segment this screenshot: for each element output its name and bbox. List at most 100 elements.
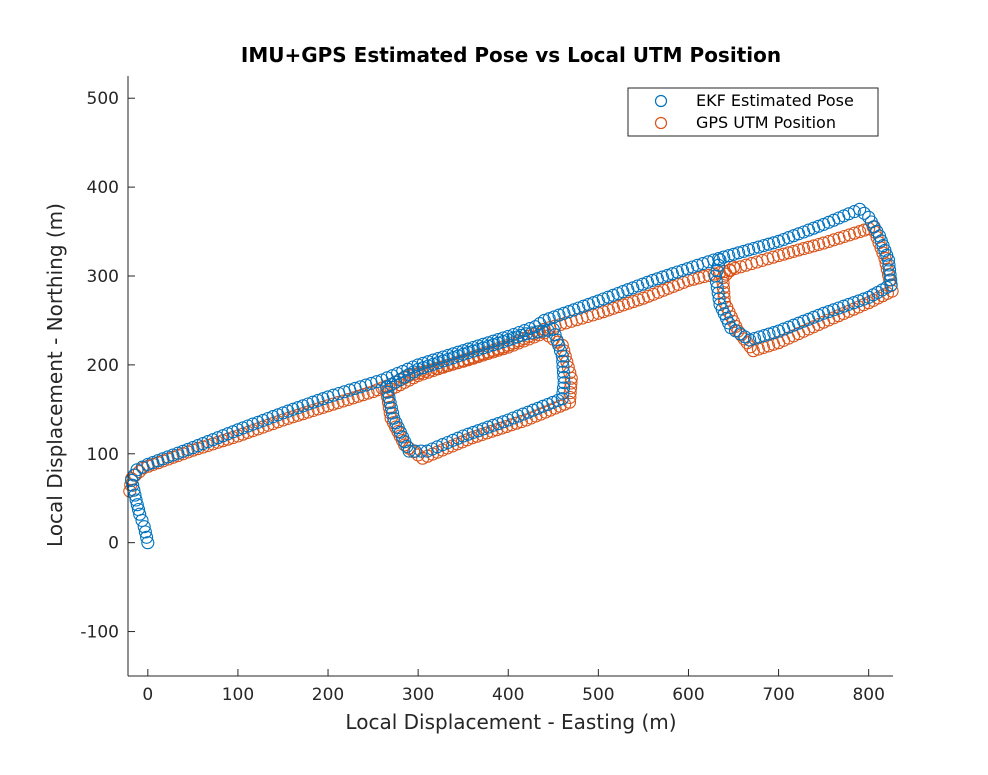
x-tick-label: 200	[312, 685, 344, 705]
data-point	[451, 349, 465, 363]
data-point	[655, 270, 669, 284]
data-point	[711, 258, 726, 272]
data-point	[742, 243, 756, 257]
data-point	[883, 263, 897, 277]
data-point	[709, 275, 723, 289]
data-point	[563, 390, 577, 404]
data-point	[556, 381, 571, 395]
x-tick-label: 100	[222, 685, 254, 705]
x-tick-label: 800	[852, 685, 884, 705]
data-point	[137, 520, 151, 534]
data-point	[723, 264, 737, 278]
data-point	[762, 237, 776, 251]
data-point	[384, 401, 398, 415]
data-point	[722, 249, 736, 263]
data-point	[140, 530, 154, 544]
data-point	[616, 298, 630, 312]
data-point	[446, 351, 460, 365]
data-point	[382, 390, 396, 405]
x-tick-label: 300	[402, 685, 434, 705]
data-point	[519, 327, 533, 341]
x-tick-label: 400	[492, 685, 524, 705]
legend-marker-gps	[654, 116, 668, 130]
data-point	[321, 399, 335, 413]
data-point	[491, 342, 505, 356]
data-point	[416, 451, 430, 465]
series-layer	[123, 202, 899, 550]
data-point	[556, 360, 570, 374]
data-point	[384, 411, 398, 425]
data-point	[884, 273, 898, 287]
data-point	[772, 249, 786, 263]
data-point	[436, 354, 450, 368]
chart-title: IMU+GPS Estimated Pose vs Local UTM Posi…	[241, 43, 781, 67]
data-point	[645, 273, 659, 287]
data-point	[466, 350, 480, 364]
data-point	[737, 244, 751, 258]
data-point	[822, 234, 836, 249]
data-point	[126, 478, 140, 492]
data-point	[129, 493, 143, 507]
data-point	[726, 260, 741, 274]
data-point	[807, 239, 821, 253]
data-point	[555, 349, 569, 363]
data-point	[557, 306, 571, 320]
data-point	[883, 268, 897, 282]
data-point	[456, 353, 470, 367]
data-point	[495, 421, 509, 435]
data-point	[817, 236, 831, 250]
data-point	[747, 241, 761, 256]
y-tick-label: 400	[87, 178, 119, 198]
data-point	[311, 393, 325, 407]
data-point	[416, 361, 430, 375]
data-point	[797, 242, 811, 256]
data-point	[421, 359, 435, 373]
data-point	[411, 448, 425, 462]
data-point	[882, 258, 896, 272]
axes-layer: 0 100 200 300 400 500 600 700 800 -100 0 100 200 300 4…	[80, 76, 893, 705]
data-point	[606, 301, 620, 315]
data-point	[481, 339, 495, 353]
data-point	[530, 325, 544, 339]
data-point	[486, 343, 500, 357]
data-point	[601, 303, 615, 317]
data-point	[837, 229, 851, 244]
data-point	[336, 394, 350, 408]
data-point	[131, 502, 146, 517]
data-point	[141, 536, 155, 550]
data-point	[857, 206, 871, 220]
data-point	[650, 272, 664, 286]
data-point	[853, 202, 867, 216]
data-point	[476, 341, 490, 355]
x-tick-label: 700	[762, 685, 794, 705]
legend-label-gps: GPS UTM Position	[696, 113, 836, 132]
data-point	[757, 239, 771, 253]
data-point	[732, 246, 746, 260]
legend: EKF Estimated Pose GPS UTM Position	[627, 87, 879, 137]
data-point	[772, 324, 786, 338]
y-tick-label: 200	[87, 356, 119, 376]
data-point	[411, 362, 425, 376]
x-tick-label: 500	[582, 685, 614, 705]
data-point	[486, 338, 500, 352]
data-point	[812, 237, 826, 252]
data-point	[752, 330, 766, 344]
data-point	[491, 417, 505, 431]
legend-marker-ekf	[654, 94, 668, 108]
data-point	[286, 402, 300, 416]
data-point	[847, 226, 862, 240]
data-point	[456, 347, 470, 361]
data-point	[461, 352, 475, 366]
data-point	[138, 525, 152, 539]
data-point	[621, 296, 635, 310]
data-point	[766, 250, 780, 264]
y-tick-label: -100	[80, 623, 119, 643]
data-point	[496, 335, 510, 349]
data-point	[481, 345, 495, 359]
data-point	[832, 231, 846, 245]
data-point	[881, 253, 896, 267]
data-point	[665, 267, 679, 281]
data-point	[471, 348, 485, 362]
data-point	[762, 327, 776, 341]
